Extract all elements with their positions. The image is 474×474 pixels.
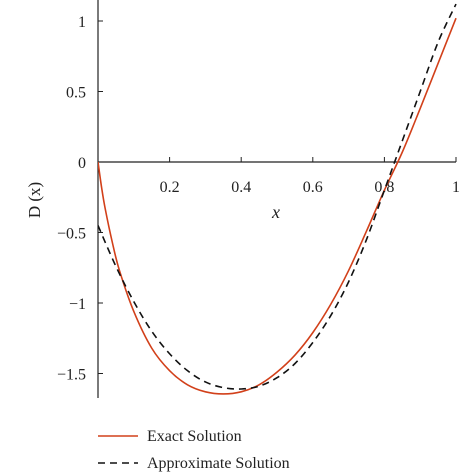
y-tick-label: −1.5: [57, 367, 86, 384]
y-ticks: 1 0.5 0 −0.5 −1 −1.5: [57, 14, 103, 384]
y-tick-label: −1: [69, 296, 86, 313]
series-line-approximate-solution: [98, 3, 457, 390]
x-tick-label: 0.6: [303, 179, 323, 196]
series-layer: [98, 3, 457, 395]
y-tick-label: −0.5: [57, 226, 86, 243]
x-ticks: 0.2 0.4 0.6 0.8 1: [160, 157, 460, 196]
y-tick-label: 0.5: [66, 85, 86, 102]
y-tick-label: 0: [78, 155, 86, 172]
x-tick-label: 0.2: [160, 179, 180, 196]
x-axis-label: x: [271, 202, 280, 222]
y-axis-label: D (x): [25, 182, 44, 218]
series-line-exact-solution: [98, 17, 457, 395]
legend-label-approximate-solution: Approximate Solution: [147, 455, 290, 472]
x-tick-label: 0.4: [231, 179, 251, 196]
legend: Exact Solution Approximate Solution: [98, 428, 290, 472]
x-tick-label: 1: [452, 179, 460, 196]
legend-label-exact-solution: Exact Solution: [147, 428, 242, 445]
x-tick-label: 0.8: [374, 179, 394, 196]
y-tick-label: 1: [78, 14, 86, 31]
